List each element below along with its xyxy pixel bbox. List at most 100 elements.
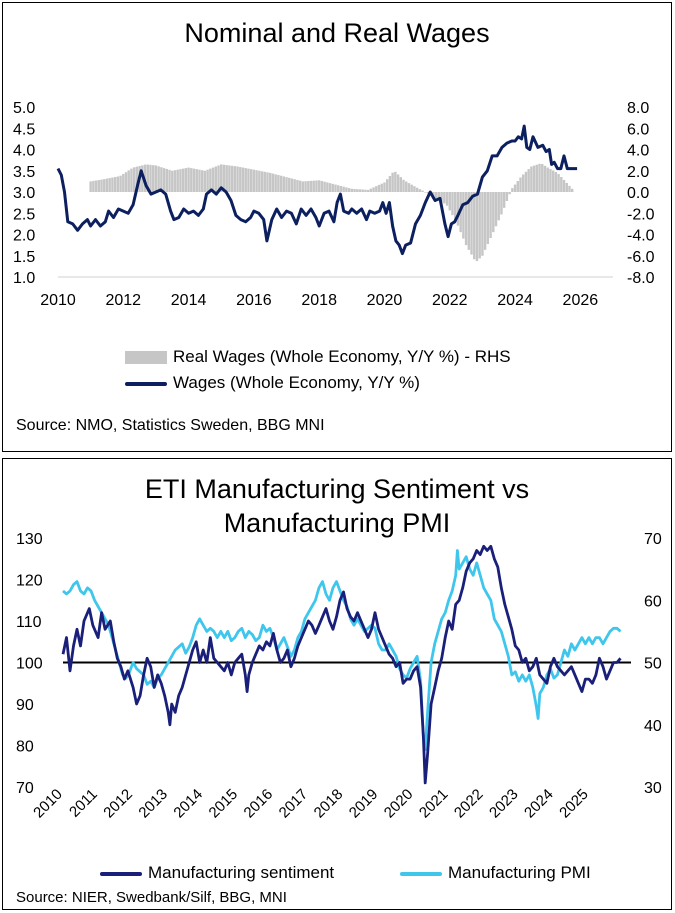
real-wage-bar — [247, 168, 250, 192]
x-axis-tick-label: 2013 — [135, 786, 171, 822]
real-wage-bar — [478, 192, 481, 259]
left-axis-tick-label: 90 — [16, 697, 34, 714]
real-wage-bar — [119, 175, 122, 192]
real-wage-bar — [396, 174, 400, 192]
left-axis-tick-label: 2.0 — [13, 228, 35, 245]
legend-swatch-real-wages — [125, 351, 167, 365]
x-axis-tick-label: 2015 — [206, 786, 242, 822]
real-wage-bar — [410, 184, 413, 192]
real-wage-bar — [538, 163, 541, 192]
real-wage-bar — [203, 170, 207, 192]
real-wage-bar — [464, 192, 468, 246]
real-wage-bar — [315, 180, 318, 192]
real-wage-bar — [337, 185, 340, 192]
legend-label-pmi: Manufacturing PMI — [448, 863, 591, 882]
real-wage-bar — [375, 186, 378, 192]
x-axis-tick-label: 2011 — [66, 786, 101, 821]
real-wage-bar — [233, 166, 237, 192]
real-wage-bar — [249, 169, 253, 192]
real-wage-bar — [122, 173, 125, 192]
legend-label-wages: Wages (Whole Economy, Y/Y %) — [173, 373, 420, 392]
legend-swatch-pmi — [400, 871, 442, 876]
real-wage-bar — [380, 183, 383, 192]
real-wage-bar — [149, 164, 152, 192]
real-wage-bar — [473, 192, 476, 260]
left-axis-tick-label: 110 — [16, 614, 42, 631]
real-wage-bar — [481, 192, 484, 256]
real-wage-bar — [489, 192, 492, 239]
real-wage-bar — [320, 181, 324, 192]
real-wage-bar — [356, 189, 359, 192]
x-axis-tick-label: 2019 — [346, 786, 382, 822]
real-wage-bar — [176, 169, 179, 192]
real-wage-bar — [522, 174, 525, 192]
real-wage-bar — [328, 183, 332, 192]
real-wage-bar — [181, 168, 185, 192]
real-wage-bar — [214, 166, 217, 192]
real-wage-bar — [162, 168, 166, 192]
real-wage-bar — [443, 192, 446, 204]
real-wage-bar — [285, 177, 288, 192]
x-axis-tick-label: 2016 — [236, 292, 272, 309]
real-wage-bar — [269, 172, 272, 192]
chart-source: Source: NMO, Statistics Sweden, BBG MNI — [16, 417, 325, 434]
legend-item-sentiment: Manufacturing sentiment — [100, 863, 334, 883]
real-wage-bar — [475, 192, 479, 262]
real-wage-bar — [105, 178, 109, 192]
real-wage-bar — [228, 165, 231, 192]
real-wage-bar — [97, 180, 101, 192]
real-wage-bar — [111, 177, 114, 192]
real-wage-bar — [565, 182, 568, 192]
chart-source: Source: NIER, Swedbank/Silf, BBG, MNI — [16, 889, 287, 906]
real-wage-bar — [418, 189, 422, 192]
real-wage-bar — [230, 165, 234, 192]
x-axis-tick-label: 2020 — [367, 292, 403, 309]
manufacturing-chart-plot: 130 120 110 100 90 80 70 70 60 50 40 30 2010 2011 2012… — [16, 531, 662, 822]
real-wage-bar — [282, 176, 286, 192]
real-wage-bar — [399, 177, 402, 192]
real-wage-bar — [483, 192, 487, 250]
real-wage-bar — [252, 169, 256, 192]
wages-series-line — [56, 124, 578, 256]
real-wage-bar — [388, 175, 392, 192]
real-wage-bar — [456, 192, 460, 226]
real-wage-bar — [184, 168, 188, 192]
x-axis-tick-label: 2017 — [276, 786, 312, 822]
real-wage-bar — [331, 183, 334, 192]
real-wage-bar — [342, 186, 345, 192]
pmi-series-line — [62, 549, 622, 751]
real-wage-bar — [209, 168, 212, 192]
right-axis-tick-label: 70 — [644, 531, 662, 548]
real-wage-bar — [263, 171, 266, 192]
left-axis-tick-label: 5.0 — [13, 100, 35, 117]
real-wage-bar — [217, 165, 220, 192]
real-wage-bar — [165, 168, 169, 192]
right-axis-tick-label: -2.0 — [627, 206, 655, 223]
real-wage-bar — [317, 180, 321, 192]
real-wage-bar — [92, 180, 95, 192]
real-wage-bar — [549, 169, 552, 192]
x-axis-tick-label: 2014 — [171, 292, 207, 309]
real-wage-bar — [239, 167, 242, 192]
real-wage-bar — [236, 166, 239, 192]
real-wage-bar — [407, 183, 411, 192]
right-axis-tick-label: -6.0 — [627, 249, 655, 266]
x-axis-tick-label: 2021 — [416, 786, 452, 822]
real-wage-bar — [103, 179, 106, 192]
real-wage-bar — [383, 182, 386, 192]
x-axis-tick-label: 2010 — [30, 786, 66, 822]
real-wage-bar — [307, 181, 310, 192]
x-axis-tick-label: 2020 — [381, 786, 417, 822]
left-axis-tick-label: 1.0 — [13, 270, 35, 287]
right-axis-tick-label: -4.0 — [627, 228, 655, 245]
real-wage-bar — [516, 181, 519, 192]
legend-swatch-sentiment — [100, 871, 142, 876]
x-axis-tick-label: 2023 — [486, 786, 522, 822]
real-wage-bar — [486, 192, 490, 244]
right-axis-tick-label: 6.0 — [627, 121, 649, 138]
left-axis-tick-label: 3.5 — [13, 164, 35, 181]
real-wage-bar — [190, 168, 193, 192]
wages-chart-plot: 5.0 4.5 4.0 3.5 3.0 2.5 2.0 1.5 1.0 8.0 6.0 4.0 2.0 0… — [13, 100, 655, 309]
real-wage-bar — [560, 177, 563, 192]
real-wage-bar — [467, 192, 471, 250]
